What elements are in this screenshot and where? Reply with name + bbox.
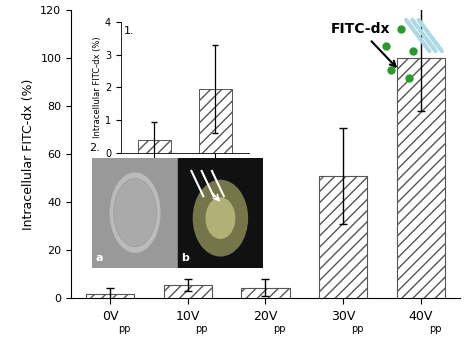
Ellipse shape — [110, 173, 160, 252]
Text: pp: pp — [118, 324, 130, 334]
Text: FITC-dx: FITC-dx — [330, 23, 396, 67]
Text: 20V: 20V — [253, 310, 278, 323]
Text: 2.: 2. — [89, 143, 100, 153]
Text: a: a — [96, 253, 103, 263]
Bar — [397, 58, 445, 298]
Bar — [199, 89, 232, 153]
Text: 40V: 40V — [409, 310, 433, 323]
Ellipse shape — [192, 180, 248, 257]
Bar — [319, 176, 367, 298]
Text: 30V: 30V — [331, 310, 356, 323]
Bar — [241, 287, 290, 298]
Text: pp: pp — [195, 324, 208, 334]
Y-axis label: Intracellular FITC-dx (%): Intracellular FITC-dx (%) — [22, 79, 35, 230]
Text: b: b — [181, 253, 189, 263]
Bar — [92, 158, 178, 268]
Ellipse shape — [114, 179, 156, 247]
Bar — [86, 294, 134, 298]
Ellipse shape — [205, 197, 235, 239]
Y-axis label: Intracellular FITC-dx (%): Intracellular FITC-dx (%) — [93, 37, 102, 138]
Text: pp: pp — [273, 324, 286, 334]
Text: pp: pp — [351, 324, 364, 334]
Bar — [178, 158, 263, 268]
Bar — [164, 285, 212, 298]
Text: 10V: 10V — [175, 310, 200, 323]
Text: 1.: 1. — [123, 26, 134, 36]
Bar — [137, 140, 171, 153]
Text: pp: pp — [428, 324, 441, 334]
Text: 0V: 0V — [102, 310, 118, 323]
